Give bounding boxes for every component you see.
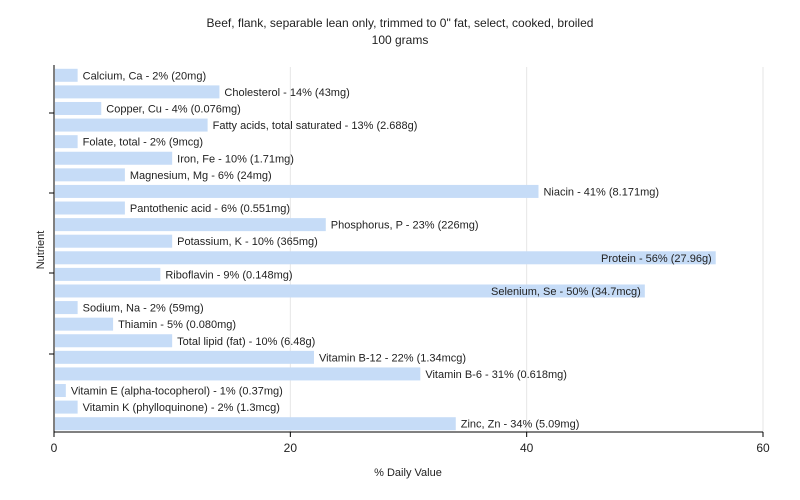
bar-label: Thiamin - 5% (0.080mg) — [118, 319, 236, 331]
bar — [55, 234, 173, 248]
bar-label: Vitamin B-6 - 31% (0.618mg) — [425, 369, 567, 381]
bar — [55, 284, 645, 298]
bar-label: Magnesium, Mg - 6% (24mg) — [130, 170, 272, 182]
chart-subtitle: 100 grams — [372, 33, 429, 47]
bar-label: Sodium, Na - 2% (59mg) — [83, 303, 204, 315]
bar — [55, 301, 78, 315]
bar — [55, 251, 716, 265]
bar — [55, 384, 66, 398]
bar-label: Iron, Fe - 10% (1.71mg) — [177, 153, 294, 165]
bar-label: Potassium, K - 10% (365mg) — [177, 236, 318, 248]
bar-label: Riboflavin - 9% (0.148mg) — [165, 269, 292, 281]
bar-label: Protein - 56% (27.96g) — [601, 253, 712, 265]
bar — [55, 168, 125, 182]
y-axis-title: Nutrient — [35, 231, 47, 270]
bar-label: Vitamin K (phylloquinone) - 2% (1.3mcg) — [83, 402, 280, 414]
bar — [55, 417, 456, 431]
x-tick-label: 60 — [756, 441, 770, 455]
axes: 0 20 40 60 — [49, 65, 770, 455]
bar-label: Niacin - 41% (8.171mg) — [543, 186, 659, 198]
bar — [55, 367, 421, 381]
bar — [55, 151, 173, 165]
bar-label: Pantothenic acid - 6% (0.551mg) — [130, 203, 290, 215]
bar — [55, 68, 78, 82]
x-tick-label: 40 — [520, 441, 534, 455]
bar-label: Cholesterol - 14% (43mg) — [224, 87, 349, 99]
bar — [55, 317, 114, 331]
bar — [55, 400, 78, 414]
bar-label: Folate, total - 2% (9mcg) — [83, 137, 203, 149]
bar-label: Calcium, Ca - 2% (20mg) — [83, 70, 206, 82]
bar — [55, 135, 78, 149]
bar — [55, 85, 220, 99]
bar — [55, 184, 539, 198]
bar-label: Zinc, Zn - 34% (5.09mg) — [461, 419, 580, 431]
x-axis-title: % Daily Value — [374, 467, 442, 479]
chart-title: Beef, flank, separable lean only, trimme… — [207, 16, 594, 30]
bar — [55, 267, 161, 281]
bar — [55, 118, 208, 132]
bar — [55, 201, 125, 215]
bar — [55, 101, 102, 115]
bar — [55, 350, 314, 364]
x-tick-label: 0 — [51, 441, 58, 455]
bar-label: Vitamin B-12 - 22% (1.34mcg) — [319, 352, 466, 364]
bar — [55, 218, 326, 232]
bar-label: Copper, Cu - 4% (0.076mg) — [106, 103, 241, 115]
bar-label: Fatty acids, total saturated - 13% (2.68… — [213, 120, 418, 132]
bar-label: Vitamin E (alpha-tocopherol) - 1% (0.37m… — [71, 386, 283, 398]
bar-label: Selenium, Se - 50% (34.7mcg) — [491, 286, 641, 298]
bar — [55, 334, 173, 348]
bar-labels: Calcium, Ca - 2% (20mg) Cholesterol - 14%… — [71, 70, 712, 430]
bar-label: Phosphorus, P - 23% (226mg) — [331, 220, 479, 232]
bars — [55, 68, 716, 431]
bar-label: Total lipid (fat) - 10% (6.48g) — [177, 336, 315, 348]
x-tick-label: 20 — [284, 441, 298, 455]
